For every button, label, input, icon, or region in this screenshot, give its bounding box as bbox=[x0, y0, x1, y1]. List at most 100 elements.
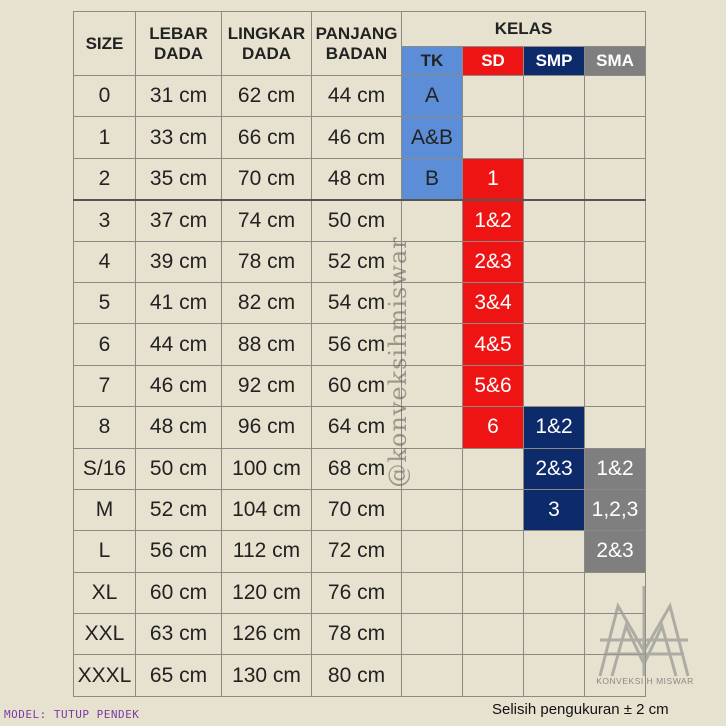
header-lebar-dada: LEBAR DADA bbox=[135, 11, 222, 76]
header-lingkar-dada: LINGKAR DADA bbox=[221, 11, 312, 76]
cell-panjang: 52 cm bbox=[311, 240, 402, 283]
cell-panjang: 68 cm bbox=[311, 447, 402, 490]
header-lingkar-line2: DADA bbox=[241, 43, 292, 63]
table-row: 6 44 cm 88 cm 56 cm 4&5 bbox=[73, 323, 646, 366]
cell-tk: A bbox=[401, 74, 463, 118]
header-panjang-line2: BADAN bbox=[325, 43, 388, 63]
cell-lingkar: 74 cm bbox=[221, 198, 312, 242]
cell-lingkar: 126 cm bbox=[221, 613, 312, 656]
cell-panjang: 56 cm bbox=[311, 323, 402, 366]
cell-size: 3 bbox=[73, 198, 136, 242]
cell-panjang: 72 cm bbox=[311, 530, 402, 573]
cell-lingkar: 120 cm bbox=[221, 571, 312, 615]
cell-panjang: 48 cm bbox=[311, 157, 402, 201]
model-note: MODEL: TUTUP PENDEK bbox=[4, 708, 140, 721]
cell-panjang: 60 cm bbox=[311, 364, 402, 408]
cell-smp bbox=[523, 157, 585, 201]
cell-lebar: 48 cm bbox=[135, 406, 222, 449]
cell-sd: 4&5 bbox=[462, 323, 524, 366]
cell-lingkar: 62 cm bbox=[221, 74, 312, 118]
cell-sma bbox=[584, 198, 646, 242]
cell-sma bbox=[584, 281, 646, 325]
table-row: L 56 cm 112 cm 72 cm 2&3 bbox=[73, 530, 646, 573]
cell-lebar: 46 cm bbox=[135, 364, 222, 408]
cell-size: M bbox=[73, 488, 136, 532]
header-level-sd: SD bbox=[462, 46, 524, 76]
cell-sd: 1 bbox=[462, 157, 524, 201]
table-row: XL 60 cm 120 cm 76 cm bbox=[73, 571, 646, 615]
cell-size: 0 bbox=[73, 74, 136, 118]
cell-sma bbox=[584, 406, 646, 449]
table-row: M 52 cm 104 cm 70 cm 3 1,2,3 bbox=[73, 488, 646, 532]
cell-smp bbox=[523, 116, 585, 159]
cell-tk bbox=[401, 654, 463, 697]
cell-lingkar: 104 cm bbox=[221, 488, 312, 532]
cell-size: 8 bbox=[73, 406, 136, 449]
cell-smp bbox=[523, 530, 585, 573]
cell-smp: 3 bbox=[523, 488, 585, 532]
cell-sd: 2&3 bbox=[462, 240, 524, 283]
cell-size: XXL bbox=[73, 613, 136, 656]
cell-panjang: 78 cm bbox=[311, 613, 402, 656]
cell-size: 6 bbox=[73, 323, 136, 366]
table-row: 7 46 cm 92 cm 60 cm 5&6 bbox=[73, 364, 646, 408]
cell-lingkar: 92 cm bbox=[221, 364, 312, 408]
cell-smp bbox=[523, 198, 585, 242]
cell-panjang: 44 cm bbox=[311, 74, 402, 118]
cell-lebar: 56 cm bbox=[135, 530, 222, 573]
cell-sma bbox=[584, 240, 646, 283]
header-panjang-badan: PANJANG BADAN bbox=[311, 11, 402, 76]
cell-size: 4 bbox=[73, 240, 136, 283]
cell-sd: 6 bbox=[462, 406, 524, 449]
cell-sd bbox=[462, 488, 524, 532]
table-row: S/16 50 cm 100 cm 68 cm 2&3 1&2 bbox=[73, 447, 646, 490]
cell-smp bbox=[523, 74, 585, 118]
cell-size: XXXL bbox=[73, 654, 136, 697]
header-panjang-line1: PANJANG bbox=[315, 23, 398, 43]
cell-smp bbox=[523, 364, 585, 408]
header-kelas: KELAS bbox=[401, 11, 646, 47]
cell-lebar: 33 cm bbox=[135, 116, 222, 159]
cell-sd bbox=[462, 530, 524, 573]
header-lingkar-line1: LINGKAR bbox=[227, 23, 306, 43]
cell-tk bbox=[401, 281, 463, 325]
cell-lebar: 39 cm bbox=[135, 240, 222, 283]
cell-tk: B bbox=[401, 157, 463, 201]
cell-lingkar: 96 cm bbox=[221, 406, 312, 449]
cell-lingkar: 66 cm bbox=[221, 116, 312, 159]
cell-lingkar: 88 cm bbox=[221, 323, 312, 366]
cell-size: S/16 bbox=[73, 447, 136, 490]
header-size: SIZE bbox=[73, 11, 136, 76]
cell-lebar: 52 cm bbox=[135, 488, 222, 532]
cell-lingkar: 130 cm bbox=[221, 654, 312, 697]
cell-sd bbox=[462, 613, 524, 656]
cell-panjang: 80 cm bbox=[311, 654, 402, 697]
cell-panjang: 76 cm bbox=[311, 571, 402, 615]
cell-lebar: 50 cm bbox=[135, 447, 222, 490]
cell-lebar: 63 cm bbox=[135, 613, 222, 656]
cell-sma bbox=[584, 364, 646, 408]
header-lebar-line1: LEBAR bbox=[149, 23, 208, 43]
header-level-smp: SMP bbox=[523, 46, 585, 76]
cell-smp bbox=[523, 240, 585, 283]
cell-panjang: 70 cm bbox=[311, 488, 402, 532]
table-row: 5 41 cm 82 cm 54 cm 3&4 bbox=[73, 281, 646, 325]
cell-smp bbox=[523, 654, 585, 697]
table-row: XXXL 65 cm 130 cm 80 cm bbox=[73, 654, 646, 697]
table-row: 3 37 cm 74 cm 50 cm 1&2 bbox=[73, 198, 646, 242]
cell-lebar: 31 cm bbox=[135, 74, 222, 118]
cell-sd: 5&6 bbox=[462, 364, 524, 408]
cell-smp bbox=[523, 571, 585, 615]
cell-smp: 2&3 bbox=[523, 447, 585, 490]
cell-sma bbox=[584, 571, 646, 615]
cell-size: 7 bbox=[73, 364, 136, 408]
cell-tk bbox=[401, 488, 463, 532]
logo-text: KONVEKSI H MISWAR bbox=[596, 676, 694, 686]
cell-sma: 2&3 bbox=[584, 530, 646, 573]
cell-smp bbox=[523, 281, 585, 325]
cell-sma bbox=[584, 74, 646, 118]
cell-lebar: 65 cm bbox=[135, 654, 222, 697]
cell-tk bbox=[401, 571, 463, 615]
cell-lebar: 41 cm bbox=[135, 281, 222, 325]
cell-size: 2 bbox=[73, 157, 136, 201]
